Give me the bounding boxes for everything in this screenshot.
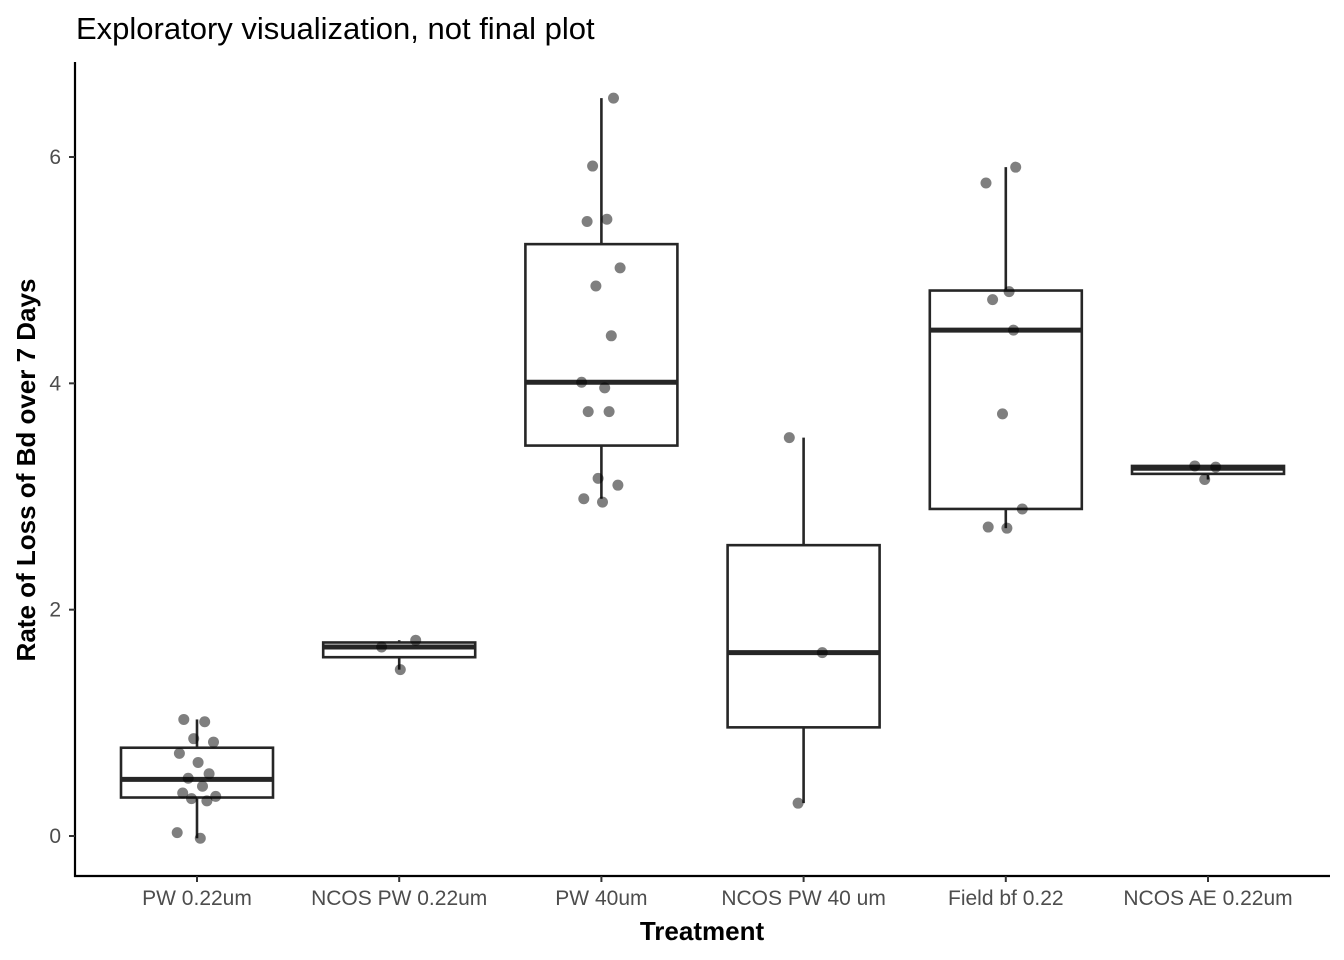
data-point: [171, 827, 183, 839]
y-tick-label: 6: [49, 146, 61, 169]
x-axis: PW 0.22um NCOS PW 0.22um PW 40um NCOS PW 40…: [142, 876, 1293, 910]
box: [726, 543, 881, 729]
data-point: [199, 716, 211, 728]
data-point: [581, 216, 593, 228]
data-point: [210, 790, 222, 802]
box-group: [928, 167, 1084, 529]
points-group: [1189, 460, 1222, 486]
data-point: [590, 280, 602, 292]
x-tick-label: NCOS PW 0.22um: [311, 887, 487, 910]
y-tick-label: 0: [49, 825, 61, 848]
data-point: [1189, 460, 1201, 472]
data-point: [192, 756, 204, 768]
points-group: [171, 713, 222, 844]
data-point: [599, 382, 611, 394]
data-point: [182, 772, 194, 784]
box-group: [321, 640, 477, 670]
data-point: [208, 736, 219, 748]
data-point: [376, 641, 388, 653]
chart-title: Exploratory visualization, not final plo…: [76, 11, 595, 46]
y-tick-label: 2: [49, 599, 61, 622]
data-point: [982, 521, 994, 533]
data-point: [816, 647, 828, 659]
x-tick-label: PW 0.22um: [142, 887, 252, 910]
data-point: [592, 472, 604, 484]
data-point: [614, 262, 626, 274]
data-point: [608, 92, 619, 104]
data-point: [1003, 286, 1015, 298]
data-point: [177, 787, 189, 799]
data-point: [1016, 503, 1028, 515]
data-point: [197, 780, 208, 792]
points-group: [783, 432, 828, 809]
y-tick-label: 4: [49, 372, 61, 395]
data-point: [186, 793, 197, 805]
data-point: [188, 733, 200, 745]
box-group: [726, 437, 881, 804]
data-point: [612, 479, 624, 491]
data-point: [582, 406, 594, 418]
data-point: [597, 496, 608, 508]
points-group: [376, 634, 422, 676]
data-point: [178, 713, 190, 725]
data-point: [1001, 522, 1013, 534]
data-point: [194, 832, 206, 844]
points-group: [576, 92, 626, 508]
data-point: [997, 408, 1008, 420]
x-tick-label: PW 40um: [555, 887, 647, 910]
data-point: [792, 797, 804, 809]
data-point: [1008, 324, 1019, 336]
x-tick-label: NCOS AE 0.22um: [1123, 887, 1292, 910]
x-tick-label: Field bf 0.22: [948, 887, 1064, 910]
box: [119, 746, 275, 799]
data-point: [410, 634, 422, 646]
data-point: [1199, 474, 1211, 486]
y-axis-title: Rate of Loss of Bd over 7 Days: [11, 279, 41, 662]
data-point: [576, 376, 588, 388]
data-point: [601, 213, 613, 225]
box-group: [524, 98, 679, 499]
y-axis: 0 2 4 6: [49, 146, 75, 848]
data-point: [203, 768, 215, 780]
data-point: [603, 406, 615, 418]
data-point: [1010, 161, 1022, 173]
data-point: [201, 795, 213, 807]
data-point: [783, 432, 795, 444]
x-axis-title: Treatment: [640, 916, 765, 946]
data-point: [394, 664, 406, 676]
data-point: [980, 177, 992, 189]
plot-area: [119, 92, 1286, 844]
points-group: [980, 161, 1028, 534]
box-group: [119, 719, 275, 839]
data-point: [578, 493, 590, 505]
data-point: [987, 294, 999, 306]
box: [928, 289, 1084, 511]
x-tick-label: NCOS PW 40 um: [721, 887, 886, 910]
data-point: [173, 747, 185, 759]
data-point: [1210, 461, 1222, 473]
data-point: [587, 160, 599, 172]
box: [524, 242, 679, 447]
data-point: [605, 330, 617, 342]
